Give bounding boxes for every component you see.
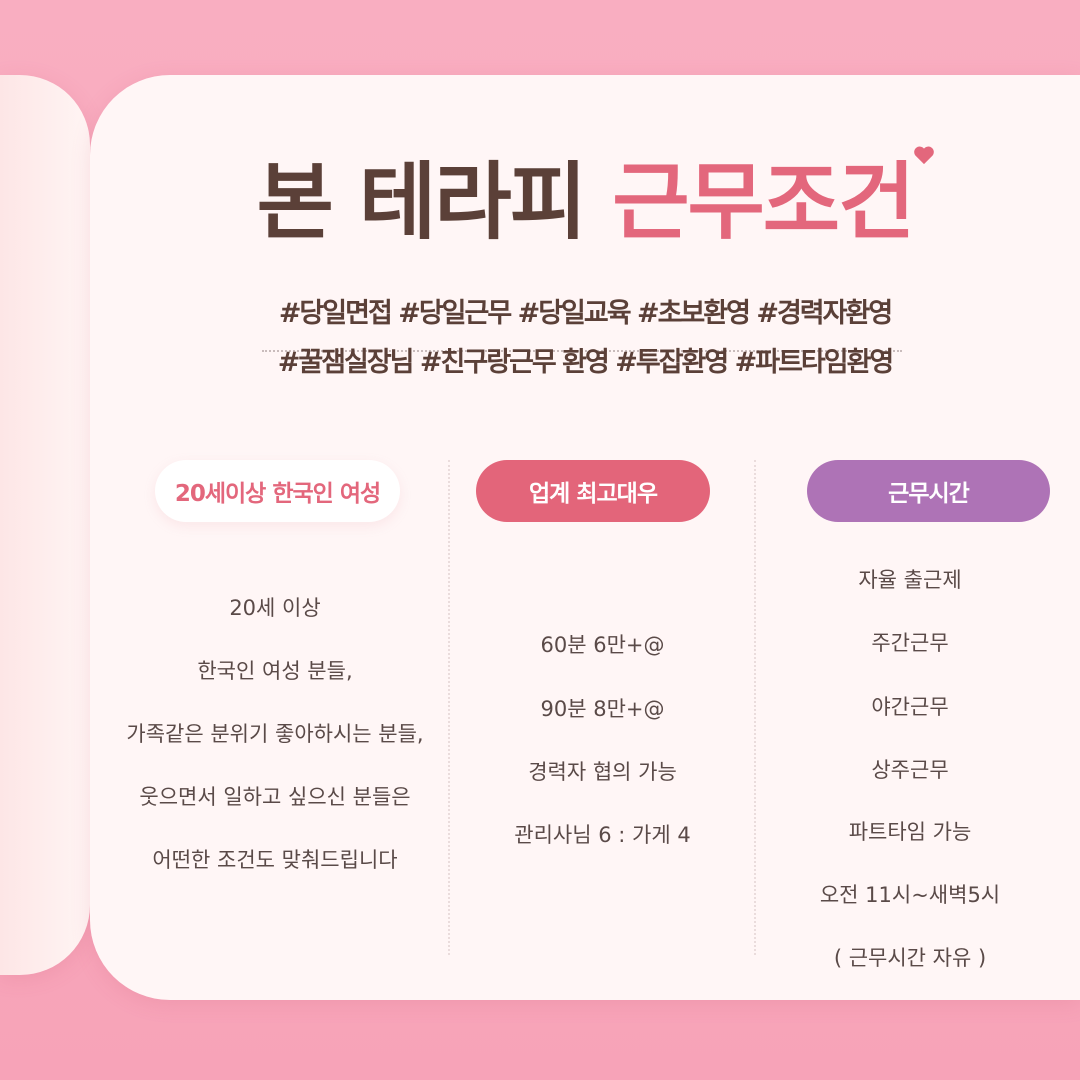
text-line: 파트타임 가능 [848, 820, 972, 844]
column-divider [754, 460, 756, 955]
text-line: 자율 출근제 [858, 568, 962, 592]
text-line: 주간근무 [871, 631, 949, 655]
text-line: 어떤한 조건도 맞춰드립니다 [152, 848, 398, 872]
heart-icon [914, 146, 935, 165]
title-part2-text: 근무조건 [612, 153, 915, 251]
text-line: 경력자 협의 가능 [528, 760, 677, 784]
text-line: 야간근무 [871, 695, 949, 719]
page-title: 본 테라피 근무조건 [90, 135, 1080, 256]
text-line: 60분 6만+@ [540, 633, 665, 657]
hashtags-line-1: #당일면접 #당일근무 #당일교육 #초보환영 #경력자환영 [278, 298, 893, 329]
text-line: 한국인 여성 분들, [197, 659, 353, 683]
pill-pay: 업계 최고대우 [476, 460, 710, 522]
text-line: 20세 이상 [229, 596, 321, 620]
main-card [90, 75, 1080, 1000]
pill-hours: 근무시간 [807, 460, 1050, 522]
side-card [0, 75, 90, 975]
text-line: 오전 11시~새벽5시 [819, 883, 1001, 907]
text-line: 관리사님 6 : 가게 4 [514, 823, 691, 847]
title-part1: 본 테라피 [256, 153, 587, 251]
title-part2: 근무조건 [612, 146, 935, 251]
text-line: ( 근무시간 자유 ) [833, 946, 987, 970]
hashtags-line-2: #꿀잼실장님 #친구랑근무 환영 #투잡환영 #파트타임환영 [277, 347, 895, 378]
divider [262, 350, 902, 352]
pill-requirement: 20세이상 한국인 여성 [155, 460, 400, 522]
text-line: 가족같은 분위기 좋아하시는 분들, [126, 722, 424, 746]
text-line: 웃으면서 일하고 싶으신 분들은 [139, 785, 411, 809]
column-divider [448, 460, 450, 955]
text-line: 90분 8만+@ [540, 697, 665, 721]
text-line: 상주근무 [871, 758, 949, 782]
